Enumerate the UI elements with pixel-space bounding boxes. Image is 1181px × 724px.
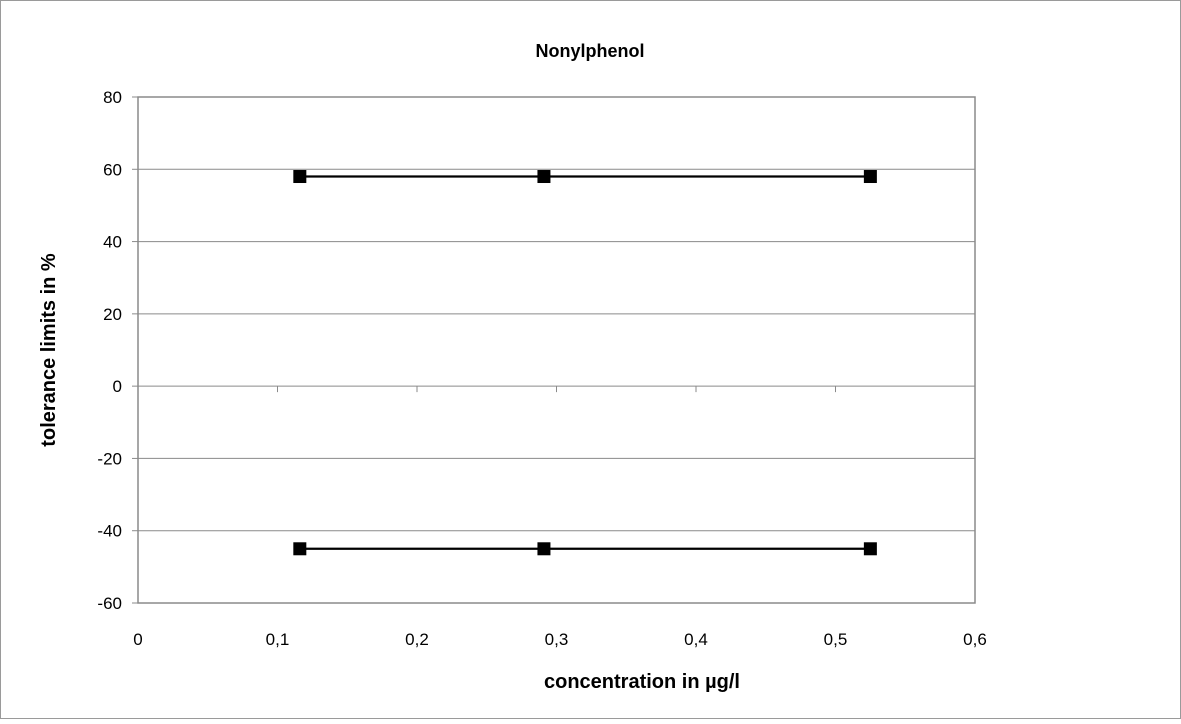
series-0-point-1 <box>537 170 551 184</box>
x-tick-labels: 0 0,1 0,2 0,3 0,4 0,5 0,6 <box>133 630 987 649</box>
x-tick-label-5: 0,5 <box>824 630 848 649</box>
x-axis-title: concentration in µg/l <box>544 671 740 693</box>
series-1-point-0 <box>293 542 307 556</box>
gridlines <box>138 168 975 532</box>
x-tick-label-6: 0,6 <box>963 630 987 649</box>
y-tick-label-5: -20 <box>97 449 122 468</box>
plot-area <box>137 96 976 604</box>
series-layer <box>293 170 877 556</box>
x-tick-label-4: 0,4 <box>684 630 708 649</box>
y-tick-label-6: -40 <box>97 522 122 541</box>
x-tick-label-0: 0 <box>133 630 142 649</box>
y-tick-label-1: 60 <box>103 160 122 179</box>
series-0-point-2 <box>863 170 877 184</box>
series-0-point-0 <box>293 170 307 184</box>
axes <box>132 96 976 604</box>
series-1-point-1 <box>537 542 551 556</box>
y-tick-label-3: 20 <box>103 305 122 324</box>
y-tick-label-7: -60 <box>97 594 122 613</box>
y-tick-labels: 80 60 40 20 0 -20 -40 -60 <box>97 88 122 613</box>
x-tick-label-1: 0,1 <box>266 630 290 649</box>
x-tick-label-2: 0,2 <box>405 630 429 649</box>
y-tick-label-2: 40 <box>103 233 122 252</box>
series-1-point-2 <box>863 542 877 556</box>
x-tick-label-3: 0,3 <box>545 630 569 649</box>
y-axis-title: tolerance limits in % <box>38 253 60 447</box>
y-tick-label-0: 80 <box>103 88 122 107</box>
chart-title: Nonylphenol <box>536 41 645 61</box>
y-tick-label-4: 0 <box>113 377 122 396</box>
